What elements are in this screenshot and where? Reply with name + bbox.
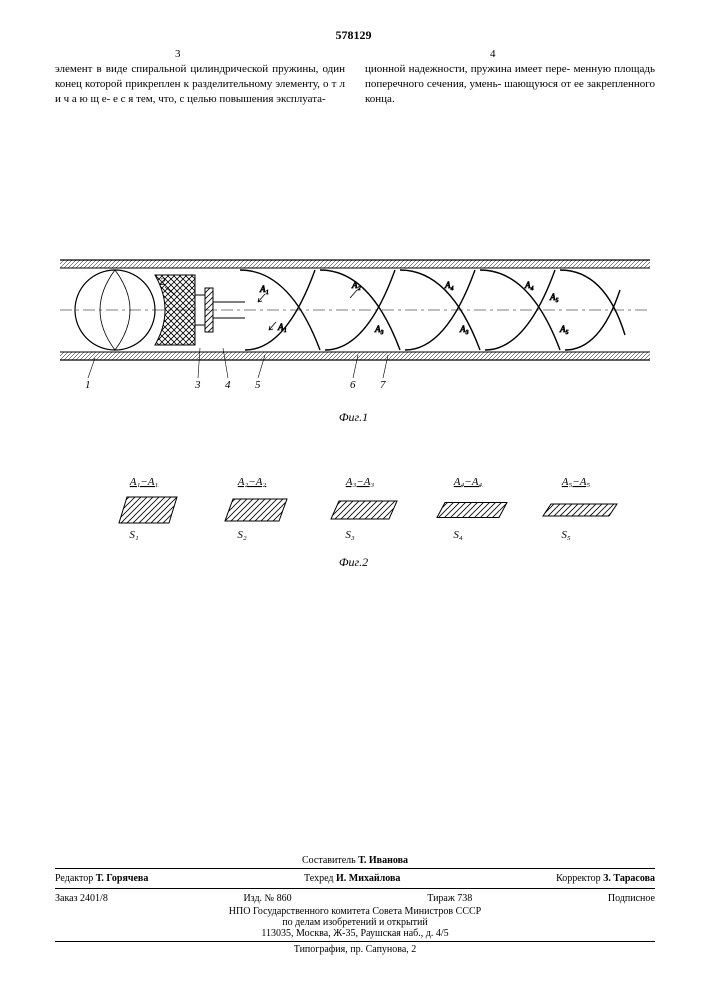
text-column-right: ционной надежности, пружина имеет пере- … [365,62,655,107]
divider [55,888,655,889]
patent-number: 578129 [0,28,707,43]
svg-text:A₂: A₂ [351,280,361,290]
svg-text:4: 4 [225,379,231,391]
org-line-1: НПО Государственного комитета Совета Мин… [55,906,655,917]
svg-text:A₅: A₅ [549,292,559,302]
svg-text:S₃: S₃ [345,529,355,541]
print-row: Заказ 2401/8 Изд. № 860 Тираж 738 Подпис… [55,891,655,906]
svg-text:2: 2 [160,276,166,288]
svg-text:7: 7 [380,379,386,391]
svg-text:A₁−A₁: A₁−A₁ [129,476,159,488]
figure-2-svg: A₁−A₁ S₁ A₂−A₂ S₂ A₃−A₃ S₃ A₄−A₄ S₄ A₅−A₅ S₅ [90,470,630,550]
svg-text:A₅: A₅ [559,324,569,334]
order-no: Заказ 2401/8 [55,893,108,904]
credits-row: Редактор Т. Горячева Техред И. Михайлова… [55,871,655,886]
tirage: Тираж 738 [427,893,472,904]
svg-text:A₄: A₄ [524,280,534,290]
divider [55,941,655,942]
column-number-right: 4 [490,48,496,60]
address: 113035, Москва, Ж-35, Раушская наб., д. … [55,928,655,939]
figure-2-caption: Фиг.2 [0,555,707,570]
svg-text:S₂: S₂ [237,529,247,541]
footer: Составитель Т. Иванова Редактор Т. Горяч… [55,855,655,955]
svg-text:1: 1 [85,379,91,391]
svg-text:A₁: A₁ [277,322,287,332]
techred: Техред И. Михайлова [304,873,400,884]
text-column-left: элемент в виде спиральной цилиндрической… [55,62,345,107]
svg-text:S₄: S₄ [453,529,463,541]
svg-text:S₁: S₁ [129,529,139,541]
svg-text:A₃: A₃ [374,324,384,334]
svg-text:6: 6 [350,379,356,391]
patent-page: 578129 3 4 элемент в виде спиральной цил… [0,0,707,1000]
svg-text:A₁: A₁ [259,284,269,294]
svg-text:A₂−A₂: A₂−A₂ [237,476,267,488]
svg-text:A₄: A₄ [444,280,454,290]
svg-text:S₅: S₅ [561,529,571,541]
figure-1: A₁ A₁ A₂ A₃ A₄ A₃ A₄ A₅ A₅ 1 2 3 4 5 6 7 [60,240,650,400]
svg-text:3: 3 [194,379,201,391]
svg-text:A₃−A₃: A₃−A₃ [345,476,375,488]
figure-1-svg: A₁ A₁ A₂ A₃ A₄ A₃ A₄ A₅ A₅ 1 2 3 4 5 6 7 [60,240,650,400]
svg-text:A₅−A₅: A₅−A₅ [561,476,591,488]
svg-text:A₃: A₃ [459,324,469,334]
column-number-left: 3 [175,48,181,60]
typography: Типография, пр. Сапунова, 2 [55,944,655,955]
corrector: Корректор З. Тарасова [556,873,655,884]
subscription: Подписное [608,893,655,904]
svg-text:5: 5 [255,379,261,391]
composer-line: Составитель Т. Иванова [55,855,655,866]
figure-2: A₁−A₁ S₁ A₂−A₂ S₂ A₃−A₃ S₃ A₄−A₄ S₄ A₅−A₅ S₅ [90,470,630,550]
svg-text:A₄−A₄: A₄−A₄ [453,476,483,488]
org-line-2: по делам изобретений и открытий [55,917,655,928]
editor: Редактор Т. Горячева [55,873,148,884]
figure-1-caption: Фиг.1 [0,410,707,425]
izd-no: Изд. № 860 [243,893,291,904]
divider [55,868,655,869]
